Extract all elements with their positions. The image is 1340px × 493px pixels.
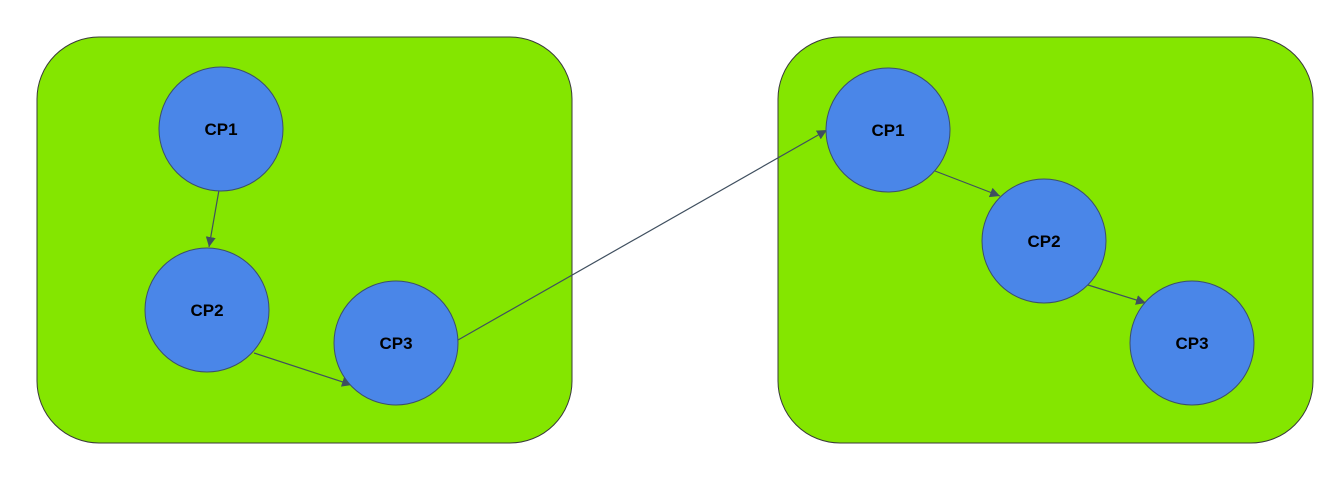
group-1-cp3-node[interactable]: CP3: [333, 280, 459, 406]
group-1-cp1-node[interactable]: CP1: [158, 66, 284, 192]
group-1-cp3-circle: [333, 280, 459, 406]
group-1-cp2-label: CP2: [190, 301, 223, 320]
edges-layer: [205, 129, 1147, 387]
group-1-cp1-label: CP1: [204, 120, 237, 139]
group-1-cp3-label: CP3: [379, 334, 412, 353]
group-1-cp2-node[interactable]: CP2: [144, 247, 270, 373]
edge-group-2-cp2-to-cp3: [1087, 284, 1147, 305]
group-2-cp1-node[interactable]: CP1: [825, 67, 951, 193]
edge-group-2-cp1-to-cp2: [934, 170, 1001, 198]
edge-group-1-cp1-to-cp2: [205, 189, 220, 248]
group-2-cp1-label: CP1: [871, 121, 904, 140]
group-2-cp2-node[interactable]: CP2: [981, 178, 1107, 304]
group-2-cp2-label: CP2: [1027, 232, 1060, 251]
group-2-cp2-circle: [981, 178, 1107, 304]
edge-group-1-cp3-to-group-2-cp1: [457, 129, 828, 341]
group-2-cp1-circle: [825, 67, 951, 193]
group-1-cp2-circle: [144, 247, 270, 373]
group-2-cp3-label: CP3: [1175, 334, 1208, 353]
group-1-cp1-circle: [158, 66, 284, 192]
group-2-cp3-circle: [1129, 280, 1255, 406]
group-panel-1: [36, 36, 573, 444]
edge-group-1-cp2-to-cp3: [253, 352, 353, 387]
group-2-cp3-node[interactable]: CP3: [1129, 280, 1255, 406]
